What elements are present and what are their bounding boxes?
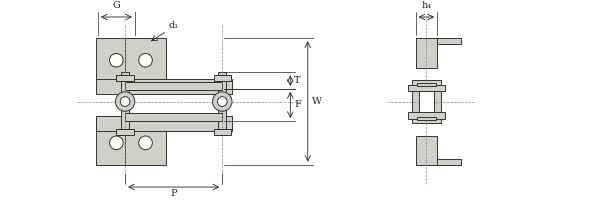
Text: G: G	[112, 1, 120, 10]
Bar	[437, 38, 461, 44]
Bar	[116, 129, 134, 135]
Circle shape	[110, 53, 123, 67]
Bar	[408, 85, 445, 91]
Circle shape	[120, 97, 130, 106]
Bar	[96, 121, 137, 165]
Text: d₁: d₁	[169, 21, 179, 30]
Text: F: F	[294, 100, 301, 109]
Bar	[437, 159, 461, 165]
Bar	[96, 79, 232, 94]
Bar	[214, 75, 231, 81]
Text: T: T	[294, 76, 301, 85]
Bar	[408, 112, 445, 119]
Bar	[125, 38, 166, 82]
Bar	[96, 38, 137, 82]
Bar	[125, 113, 222, 121]
Bar	[121, 72, 129, 131]
Bar	[125, 82, 222, 90]
Circle shape	[139, 53, 152, 67]
Bar	[412, 80, 441, 123]
Bar	[416, 136, 437, 165]
Text: P: P	[170, 189, 177, 198]
Bar	[218, 72, 226, 131]
Circle shape	[110, 136, 123, 150]
Bar	[416, 83, 436, 86]
Bar	[416, 117, 436, 120]
Text: W: W	[311, 97, 322, 106]
Bar	[419, 89, 434, 114]
Bar	[416, 38, 437, 68]
Bar	[116, 75, 134, 81]
Circle shape	[115, 92, 135, 111]
Circle shape	[139, 136, 152, 150]
Bar	[96, 116, 232, 131]
Circle shape	[212, 92, 232, 111]
Bar	[125, 121, 166, 165]
Text: h₄: h₄	[421, 1, 431, 10]
Bar	[214, 129, 231, 135]
Circle shape	[217, 97, 227, 106]
